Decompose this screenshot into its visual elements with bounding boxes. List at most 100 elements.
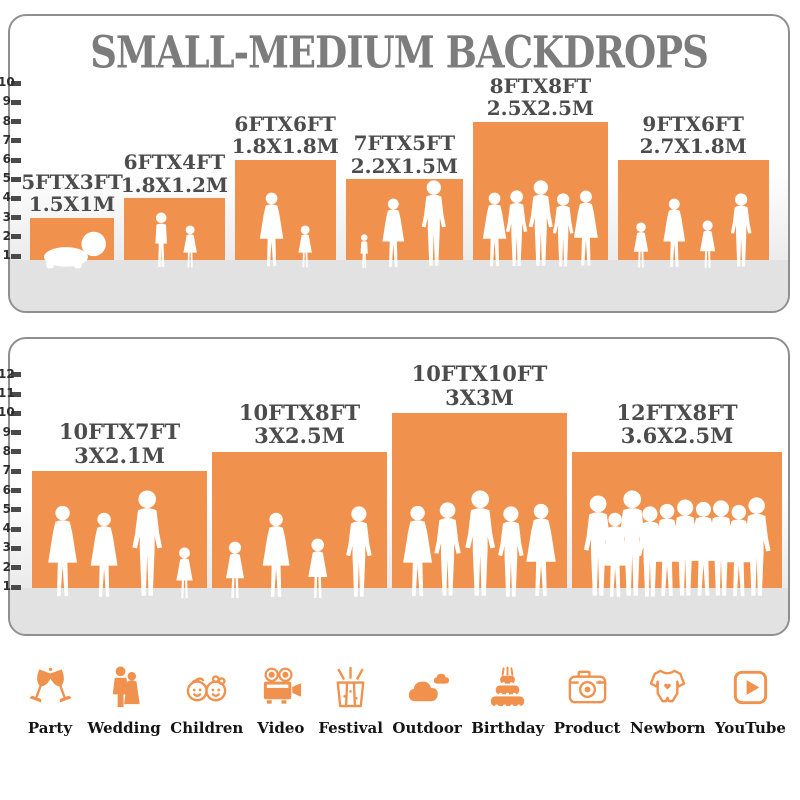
bar-figures (392, 490, 567, 601)
person-silhouette-girl (308, 538, 328, 598)
bar-size-label: 10FTX8FT 3X2.5M (239, 401, 360, 448)
person-silhouette-girl (225, 541, 244, 598)
person-silhouette-girl (700, 220, 716, 268)
small-medium-panel: SMALL-MEDIUM BACKDROPS 1 2 3 4 5 6 7 8 9 10 5FTX3F… (0, 14, 790, 313)
axis-tick-mark-4 (11, 195, 21, 201)
bar-size-label: 5FTX3FT 1.5X1M (21, 169, 123, 215)
axis-tick-mark-12 (11, 372, 21, 378)
category-children: Children (170, 664, 243, 737)
person-silhouette-man (731, 192, 752, 267)
floor-strip (10, 588, 788, 634)
axis-tick-label-3: 3 (2, 209, 11, 224)
person-silhouette-boy (154, 212, 167, 267)
bar-size-ft: 10FTX8FT (238, 399, 361, 425)
person-silhouette-woman (90, 512, 118, 597)
person-silhouette-man (742, 497, 771, 596)
axis-tick-mark-2 (11, 565, 21, 571)
person-silhouette-woman (262, 512, 290, 597)
axis-tick-label-7: 7 (2, 132, 11, 147)
axis-tick-label-8: 8 (2, 113, 11, 128)
category-festival: Festival (318, 664, 383, 737)
person-silhouette-woman (403, 505, 432, 597)
axis-tick-mark-10 (11, 410, 21, 416)
category-video: Video (253, 664, 309, 737)
axis-tick-mark-7 (11, 138, 21, 144)
backdrop-bar-6ftx4ft (124, 198, 225, 260)
youtube-icon (727, 664, 774, 711)
person-silhouette-man (506, 190, 528, 266)
bar-figures (30, 226, 114, 270)
axis-tick-label-2: 2 (2, 559, 11, 574)
bar-size-ft: 9FTX6FT (642, 112, 744, 136)
axis-tick-label-6: 6 (2, 482, 11, 497)
category-label: Wedding (87, 719, 161, 737)
axis-tick-label-8: 8 (2, 443, 11, 458)
person-silhouette-girl (298, 225, 312, 268)
wedding-icon (101, 664, 148, 711)
bar-size-label: 7FTX5FT 2.2X1.5M (351, 132, 458, 177)
backdrop-bar-6ftx6ft (234, 160, 336, 260)
outdoor-icon (404, 664, 451, 711)
person-silhouette-woman (259, 192, 284, 267)
person-silhouette-man (434, 502, 461, 597)
bar-size-ft: 10FTX10FT (411, 361, 548, 387)
bar-size-label: 9FTX6FT 2.7X1.8M (640, 113, 747, 158)
axis-tick-mark-9 (11, 430, 21, 436)
category-party: Party (22, 664, 78, 737)
bar-size-m: 2.2X1.5M (350, 153, 459, 178)
person-silhouette-man (528, 180, 553, 266)
person-silhouette-man (617, 490, 648, 596)
bar-figures (473, 180, 607, 270)
axis-tick-label-4: 4 (2, 190, 11, 205)
bar-figures (346, 180, 464, 270)
category-product: Product (554, 664, 620, 737)
bar-size-ft: 5FTX3FT (21, 169, 123, 194)
axis-tick-label-3: 3 (2, 540, 11, 555)
bar-size-m: 1.8X1.2M (120, 172, 229, 197)
axis-tick-label-2: 2 (2, 228, 11, 243)
axis-tick-label-7: 7 (2, 463, 11, 478)
axis-tick-mark-3 (11, 545, 21, 551)
person-silhouette-woman (573, 191, 598, 266)
axis-tick-label-1: 1 (2, 248, 11, 262)
bar-size-ft: 6FTX6FT (234, 112, 336, 136)
person-silhouette-man (498, 506, 524, 597)
product-icon (564, 664, 611, 711)
newborn-icon (644, 664, 691, 711)
bar-size-m: 2.7X1.8M (639, 134, 747, 159)
person-silhouette-girl (183, 225, 197, 268)
category-label: Birthday (471, 719, 545, 737)
axis-tick-mark-8 (11, 449, 21, 455)
axis-tick-mark-3 (11, 215, 21, 221)
page-title-text: SMALL-MEDIUM BACKDROPS (90, 26, 709, 78)
bar-size-m: 1.8X1.8M (231, 134, 339, 159)
axis-tick-label-12: 12 (0, 366, 15, 381)
person-silhouette-woman (482, 192, 507, 267)
bar-figures (572, 490, 782, 601)
bar-size-label: 10FTX10FT 3X3M (412, 362, 548, 409)
axis-tick-mark-2 (11, 234, 21, 240)
category-birthday: Birthday (471, 664, 544, 737)
axis-tick-label-4: 4 (2, 521, 11, 536)
person-silhouette-woman (663, 198, 685, 267)
person-silhouette-baby (43, 231, 106, 269)
page-title: SMALL-MEDIUM BACKDROPS (10, 26, 788, 78)
axis-tick-label-6: 6 (2, 152, 11, 166)
axis-tick-mark-6 (11, 488, 21, 493)
video-icon (257, 664, 304, 711)
axis-tick-mark-1 (11, 584, 21, 590)
axis-tick-label-9: 9 (2, 94, 11, 109)
bar-size-label: 6FTX6FT 1.8X1.8M (232, 113, 339, 158)
person-silhouette-man (132, 490, 163, 596)
person-silhouette-woman (526, 503, 556, 597)
bar-size-m: 3X2.1M (74, 442, 165, 468)
floor-strip (10, 260, 788, 311)
bar-size-ft: 7FTX5FT (353, 131, 456, 156)
person-silhouette-woman (48, 505, 78, 597)
axis-tick-label-5: 5 (2, 171, 11, 186)
axis-tick-mark-1 (11, 253, 21, 259)
category-label: Festival (318, 719, 383, 737)
axis-tick-mark-4 (11, 526, 21, 532)
bar-size-label: 12FTX8FT 3.6X2.5M (616, 401, 737, 448)
